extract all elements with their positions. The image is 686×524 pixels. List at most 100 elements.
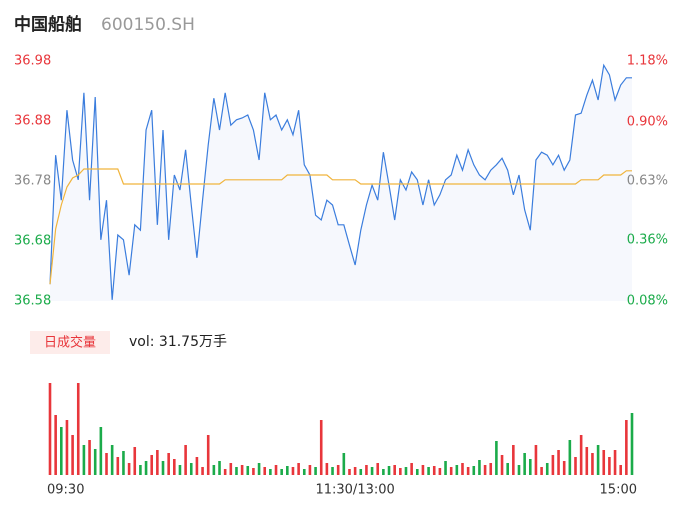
average-line xyxy=(49,168,632,285)
volume-bar xyxy=(133,447,137,475)
volume-bar xyxy=(382,469,385,475)
volume-bar xyxy=(506,463,509,475)
volume-bar xyxy=(252,468,255,475)
volume-button-bg[interactable] xyxy=(30,331,110,354)
volume-bar xyxy=(173,459,176,475)
volume-bar xyxy=(65,420,69,475)
volume-bar xyxy=(495,441,498,475)
y2-tick-label: 0.63% xyxy=(627,174,668,189)
y-tick-label: 36.98 xyxy=(14,54,51,69)
volume-bar xyxy=(314,467,317,475)
volume-bar xyxy=(297,463,300,475)
stock-name: 中国船舶 xyxy=(14,14,82,35)
volume-bar xyxy=(421,465,425,475)
volume-bar xyxy=(257,463,261,475)
volume-bar xyxy=(331,467,334,475)
volume-bar xyxy=(602,450,606,475)
volume-bar xyxy=(291,467,295,475)
volume-bar xyxy=(156,450,159,475)
volume-bar xyxy=(579,435,583,475)
volume-bar xyxy=(139,465,142,475)
volume-bar xyxy=(280,469,283,475)
volume-bar xyxy=(122,451,125,475)
volume-bar xyxy=(427,467,430,475)
price-area xyxy=(50,65,632,301)
volume-bar xyxy=(212,465,216,475)
volume-bar xyxy=(319,420,323,475)
volume-bar xyxy=(461,463,464,475)
volume-bar xyxy=(528,459,532,475)
volume-bar xyxy=(189,463,193,475)
volume-bar xyxy=(223,469,227,475)
volume-bar xyxy=(150,455,154,475)
volume-bar xyxy=(269,469,272,475)
volume-bar xyxy=(551,455,555,475)
volume-bar xyxy=(625,420,628,475)
volume-readout: vol: 31.75万手 xyxy=(129,334,227,350)
volume-bar xyxy=(478,460,481,475)
x-tick-label: 11:30/13:00 xyxy=(315,483,394,498)
volume-bar xyxy=(161,461,165,475)
volume-bar xyxy=(246,466,250,475)
x-tick-label: 09:30 xyxy=(47,483,84,498)
volume-bar xyxy=(630,413,634,475)
y2-tick-label: 0.90% xyxy=(627,115,668,130)
volume-bar xyxy=(449,467,453,475)
volume-bar xyxy=(500,455,504,475)
volume-bar xyxy=(127,463,131,475)
volume-bar xyxy=(184,445,187,475)
volume-bar xyxy=(286,466,289,475)
volume-bar xyxy=(105,453,108,475)
volume-bar xyxy=(472,466,476,475)
volume-bar xyxy=(336,465,340,475)
volume-bar xyxy=(619,465,622,475)
volume-bar xyxy=(591,453,594,475)
volume-bar xyxy=(365,465,368,475)
volume-bar xyxy=(370,467,374,475)
volume-bar xyxy=(608,457,611,475)
volume-bar xyxy=(574,457,577,475)
volume-bar xyxy=(523,453,526,475)
volume-button[interactable]: 日成交量 xyxy=(44,335,96,351)
volume-bar xyxy=(110,445,114,475)
volume-bar xyxy=(302,469,306,475)
volume-bar xyxy=(54,415,57,475)
volume-bar xyxy=(438,468,442,475)
volume-bar xyxy=(545,463,549,475)
volume-bar xyxy=(82,445,86,475)
volume-bar xyxy=(415,469,419,475)
volume-bar xyxy=(60,427,63,475)
volume-bar xyxy=(387,466,391,475)
volume-bar xyxy=(399,468,402,475)
volume-bar xyxy=(93,449,97,475)
y2-tick-label: 1.18% xyxy=(627,54,668,69)
price-line xyxy=(49,63,632,300)
volume-bar xyxy=(353,467,357,475)
volume-bar xyxy=(359,469,363,475)
volume-bar xyxy=(613,450,617,475)
y-tick-label: 36.68 xyxy=(14,234,51,249)
y-tick-label: 36.88 xyxy=(14,114,51,129)
volume-bar xyxy=(404,467,408,475)
volume-bar xyxy=(48,383,52,475)
volume-bar xyxy=(512,445,515,475)
volume-bar xyxy=(218,461,221,475)
volume-bar xyxy=(489,463,493,475)
volume-bar xyxy=(562,461,566,475)
volume-bar xyxy=(517,465,521,475)
volume-bar xyxy=(240,465,244,475)
volume-bar xyxy=(99,427,103,475)
volume-bar xyxy=(393,465,396,475)
volume-bar xyxy=(76,383,80,475)
x-tick-label: 15:00 xyxy=(600,483,637,498)
volume-bar xyxy=(195,457,199,475)
volume-bar xyxy=(483,465,487,475)
stock-code: 600150.SH xyxy=(101,15,195,35)
volume-bar xyxy=(178,465,182,475)
volume-bar xyxy=(540,467,543,475)
volume-bar xyxy=(410,463,413,475)
volume-bar xyxy=(229,463,233,475)
volume-bar xyxy=(348,469,351,475)
volume-bar xyxy=(206,435,210,475)
